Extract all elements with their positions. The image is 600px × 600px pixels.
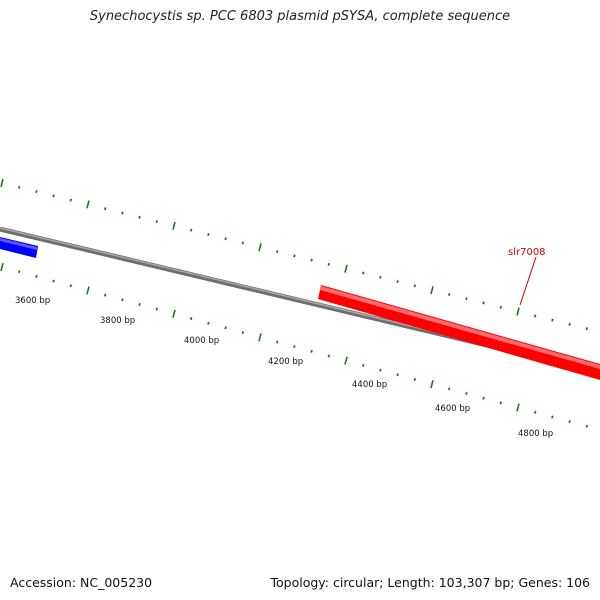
outer-minor-tick [155,220,158,224]
outer-minor-tick [121,211,124,215]
inner-minor-tick [35,274,38,278]
position-label-4400: 4400 bp [352,380,387,390]
outer-minor-tick [35,190,38,194]
outer-major-tick [430,286,434,295]
outer-minor-tick [482,301,485,305]
outer-minor-tick [551,318,554,322]
outer-tick-row [0,178,588,331]
outer-minor-tick [190,228,193,232]
inner-minor-tick [447,387,451,391]
inner-major-tick [172,309,176,318]
outer-minor-tick [499,305,502,309]
inner-minor-tick [379,368,382,372]
position-label-3800: 3800 bp [100,316,135,326]
outer-minor-tick [448,292,451,296]
outer-minor-tick [310,258,313,262]
position-label-4000: 4000 bp [184,336,219,346]
inner-major-tick [516,403,520,412]
inner-major-tick [344,356,348,365]
inner-minor-tick [585,424,589,428]
outer-minor-tick [241,241,244,245]
inner-minor-tick [52,279,55,283]
inner-major-tick [0,262,4,272]
outer-minor-tick [224,237,227,241]
inner-minor-tick [533,410,537,414]
outer-minor-tick [138,215,141,219]
gene-slr7008-bar-highlight [320,286,600,369]
outer-minor-tick [568,322,571,326]
inner-minor-tick [224,326,227,330]
accession-label: Accession: NC_005230 [10,575,153,590]
outer-major-tick [258,243,262,252]
inner-minor-tick [189,317,193,321]
position-label-4200: 4200 bp [268,357,303,367]
outer-minor-tick [52,194,55,198]
inner-minor-tick [482,396,485,400]
outer-major-tick [0,178,4,188]
inner-minor-tick [241,331,245,335]
outer-minor-tick [379,275,382,279]
gene-label-slr7008[interactable]: slr7008 [508,247,546,258]
inner-tick-row [0,262,589,428]
outer-major-tick [344,264,348,273]
inner-major-tick [258,333,262,342]
inner-major-tick [86,286,90,295]
inner-minor-tick [551,415,554,419]
outer-minor-tick [465,297,468,301]
outer-minor-tick [534,314,537,318]
gene-reverse-bar-highlight [0,238,37,250]
inner-minor-tick [103,293,107,297]
inner-minor-tick [207,321,210,325]
outer-major-tick [172,221,176,230]
outer-minor-tick [18,185,21,189]
inner-minor-tick [413,377,417,381]
outer-minor-tick [293,254,296,258]
inner-minor-tick [396,373,399,377]
position-label-4600: 4600 bp [435,404,470,414]
outer-minor-tick [69,198,72,202]
position-label-3600: 3600 bp [15,296,50,306]
outer-minor-tick [396,280,399,284]
inner-minor-tick [293,345,296,349]
position-label-4800: 4800 bp [518,429,553,439]
inner-minor-tick [17,270,21,274]
inner-minor-tick [361,363,365,367]
inner-minor-tick [155,307,159,311]
inner-minor-tick [327,354,331,358]
outer-minor-tick [276,250,279,254]
topology-summary: Topology: circular; Length: 103,307 bp; … [270,575,591,590]
inner-minor-tick [275,340,279,344]
outer-minor-tick [585,327,588,331]
outer-major-tick [86,200,90,209]
inner-minor-tick [121,298,124,302]
inner-minor-tick [568,420,571,424]
outer-minor-tick [104,207,107,211]
outer-minor-tick [327,262,330,266]
outer-major-tick [516,307,520,316]
outer-minor-tick [207,232,210,236]
outer-minor-tick [362,271,365,275]
gene-label-leader [519,256,537,306]
outer-minor-tick [413,284,416,288]
inner-minor-tick [138,302,141,306]
map-title: Synechocystis sp. PCC 6803 plasmid pSYSA… [89,9,511,24]
position-labels: 3600 bp 3800 bp 4000 bp 4200 bp 4400 bp … [15,296,553,439]
inner-minor-tick [310,349,313,353]
inner-minor-tick [499,401,503,405]
inner-minor-tick [465,392,468,396]
inner-minor-tick [69,284,73,288]
inner-major-tick [430,380,434,389]
